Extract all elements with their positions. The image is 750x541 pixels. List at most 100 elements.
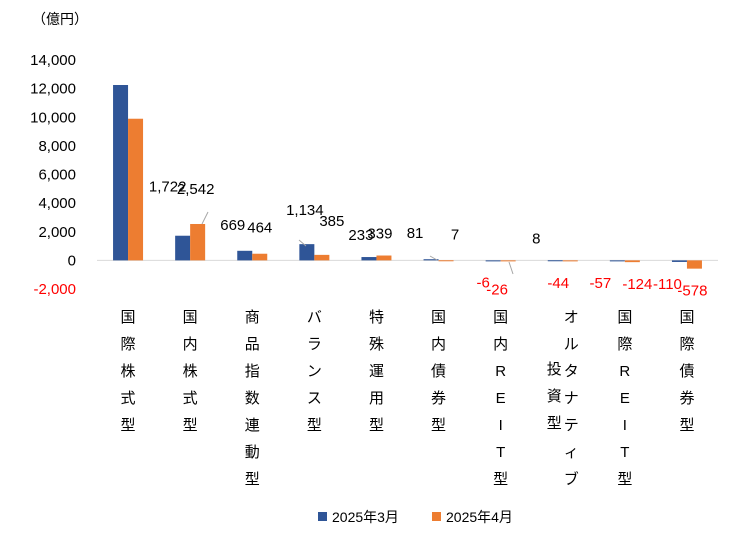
data-labels: 12,2539,8961,7222,5426694641,13438523333… xyxy=(149,179,708,300)
category-char: ィ xyxy=(564,444,579,461)
category-char: ブ xyxy=(564,470,579,488)
category-char: 型 xyxy=(369,417,384,434)
bar xyxy=(562,260,578,262)
category-char: 債 xyxy=(679,363,694,380)
category-char: 型 xyxy=(617,471,632,488)
data-label: -26 xyxy=(486,282,508,299)
unit-label: （億円） xyxy=(32,11,88,27)
bar xyxy=(500,260,516,262)
leader-line xyxy=(429,255,438,261)
y-tick-label: 8,000 xyxy=(38,138,76,155)
category-char: タ xyxy=(564,363,579,380)
category-char: ナ xyxy=(564,390,579,407)
category-char: バ xyxy=(307,309,322,326)
y-tick-label: -2,000 xyxy=(33,281,76,298)
category-char: 国 xyxy=(679,309,694,326)
category-char: 券 xyxy=(431,390,446,407)
data-label: 385 xyxy=(319,213,344,230)
category-char: 運 xyxy=(369,363,384,380)
bar xyxy=(361,257,377,261)
category-char: 動 xyxy=(245,444,260,461)
category-char: 国 xyxy=(493,309,508,326)
category-char: 国 xyxy=(431,309,446,326)
bar xyxy=(376,255,392,261)
category-char: 式 xyxy=(183,390,198,407)
leader-line xyxy=(508,261,514,275)
category-char: ラ xyxy=(307,336,322,353)
category-labels: 国際株式型国内株式型商品指数連動型バランス型特殊運用型国内債券型国内REIT型投… xyxy=(121,309,695,488)
category-char: 際 xyxy=(617,336,632,353)
category-char: 券 xyxy=(679,390,694,407)
legend: 2025年3月 2025年4月 xyxy=(318,509,513,525)
leader-lines xyxy=(201,211,514,275)
category-char: 際 xyxy=(679,336,694,353)
category-char: R xyxy=(495,363,506,380)
leader-line xyxy=(298,239,307,247)
data-label: -57 xyxy=(590,275,612,292)
category-char: 内 xyxy=(183,336,198,353)
category-char: 型 xyxy=(547,415,562,432)
bar xyxy=(547,260,563,262)
category-char: 国 xyxy=(121,309,136,326)
category-char: 型 xyxy=(431,417,446,434)
data-label: 2,542 xyxy=(177,181,215,198)
bar xyxy=(190,223,206,261)
data-label: -44 xyxy=(547,275,569,292)
category-char: 特 xyxy=(369,309,384,326)
bar xyxy=(485,260,501,262)
category-char: 品 xyxy=(245,336,260,353)
category-char: 国 xyxy=(183,309,198,326)
y-tick-label: 10,000 xyxy=(30,109,76,126)
data-label: 7 xyxy=(451,226,459,243)
legend-swatch xyxy=(432,512,441,521)
category-char: 内 xyxy=(493,336,508,353)
leader-line xyxy=(201,211,209,225)
bar xyxy=(624,260,640,263)
category-char: 型 xyxy=(121,417,136,434)
category-char: ン xyxy=(307,363,322,380)
category-char: オ xyxy=(564,309,579,326)
category-char: 債 xyxy=(431,363,446,380)
y-tick-label: 0 xyxy=(68,252,76,269)
category-char: 型 xyxy=(307,417,322,434)
category-char: 数 xyxy=(245,390,260,407)
data-label: 8 xyxy=(532,230,540,247)
y-tick-label: 12,000 xyxy=(30,81,76,98)
category-char: 株 xyxy=(183,363,198,380)
legend-label: 2025年4月 xyxy=(446,509,513,525)
category-char: T xyxy=(496,444,505,461)
y-tick-label: 6,000 xyxy=(38,167,76,184)
category-char: 指 xyxy=(245,363,260,380)
category-char: 式 xyxy=(121,390,136,407)
category-char: 国 xyxy=(617,309,632,326)
category-char: I xyxy=(499,417,503,434)
category-char: 株 xyxy=(121,363,136,380)
bar xyxy=(128,118,144,261)
data-label: 669 xyxy=(220,217,245,234)
category-char: 型 xyxy=(183,417,198,434)
category-char: 資 xyxy=(547,388,562,405)
bar xyxy=(423,259,439,261)
data-label: 464 xyxy=(247,220,272,237)
category-char: 用 xyxy=(369,390,384,407)
data-label: -110 xyxy=(653,276,682,293)
bar xyxy=(686,260,702,269)
category-char: ル xyxy=(564,336,579,353)
bar xyxy=(175,235,191,261)
data-label: -6 xyxy=(476,274,489,291)
data-label: 1,134 xyxy=(286,202,324,219)
bar xyxy=(113,85,129,261)
category-char: 型 xyxy=(679,417,694,434)
category-char: 連 xyxy=(245,417,260,434)
data-label: 1,722 xyxy=(149,179,187,196)
bars xyxy=(113,85,702,269)
y-tick-label: 2,000 xyxy=(38,224,76,241)
category-char: 型 xyxy=(493,471,508,488)
